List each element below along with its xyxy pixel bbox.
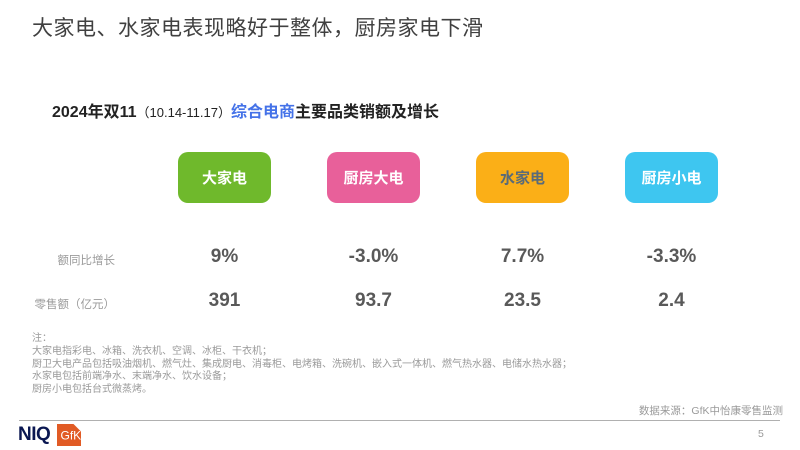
svg-text:GfK: GfK [61, 429, 82, 443]
svg-text:NIQ: NIQ [18, 424, 50, 445]
